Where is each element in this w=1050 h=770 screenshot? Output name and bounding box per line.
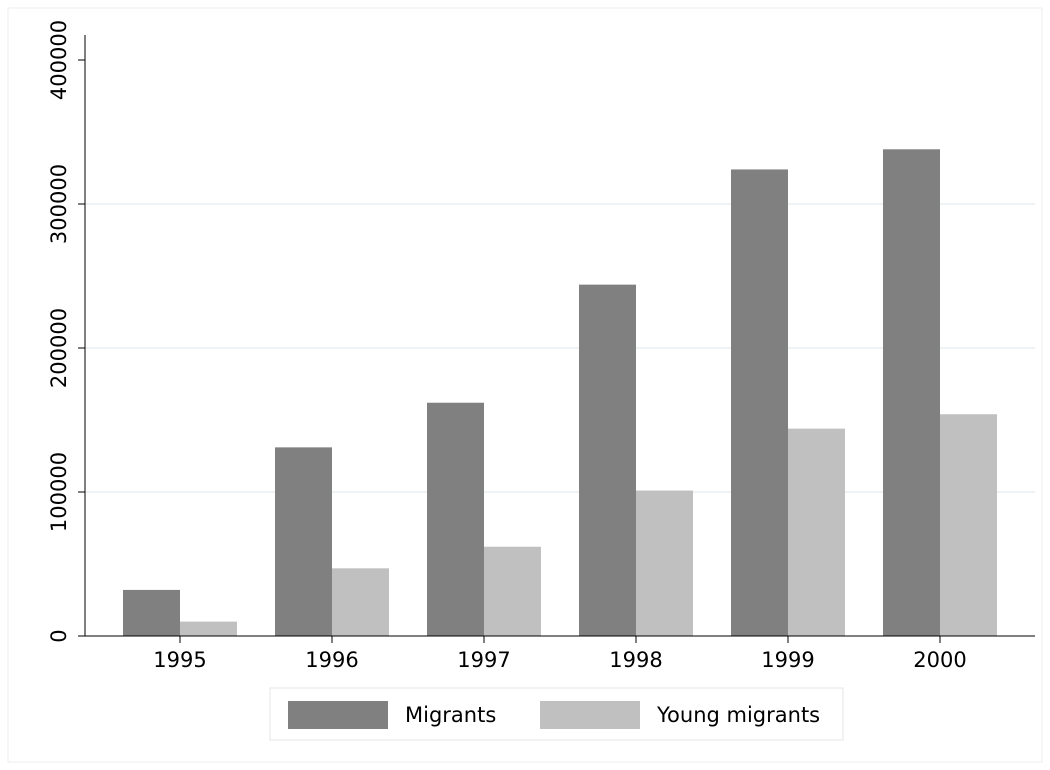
bar: [636, 490, 693, 636]
bar: [883, 149, 940, 636]
y-tick-label: 300000: [47, 164, 71, 244]
x-tick-label: 1996: [305, 648, 358, 672]
legend-label: Young migrants: [656, 703, 820, 727]
bar: [123, 589, 180, 636]
x-tick-label: 1995: [153, 648, 206, 672]
y-tick-label: 400000: [47, 20, 71, 100]
bar: [940, 414, 997, 636]
legend-swatch: [540, 701, 640, 729]
legend-label: Migrants: [405, 703, 496, 727]
x-tick-label: 1999: [761, 648, 814, 672]
bar: [180, 621, 237, 636]
y-tick-label: 0: [47, 629, 71, 642]
legend-swatch: [288, 701, 388, 729]
bar: [788, 428, 845, 636]
bar: [731, 169, 788, 636]
bar: [332, 568, 389, 636]
y-tick-label: 100000: [47, 452, 71, 532]
x-tick-label: 1998: [609, 648, 662, 672]
x-tick-label: 2000: [913, 648, 966, 672]
bar: [579, 284, 636, 636]
bar: [275, 447, 332, 636]
bar: [484, 546, 541, 636]
x-tick-label: 1997: [457, 648, 510, 672]
bar: [427, 402, 484, 636]
y-tick-label: 200000: [47, 308, 71, 388]
